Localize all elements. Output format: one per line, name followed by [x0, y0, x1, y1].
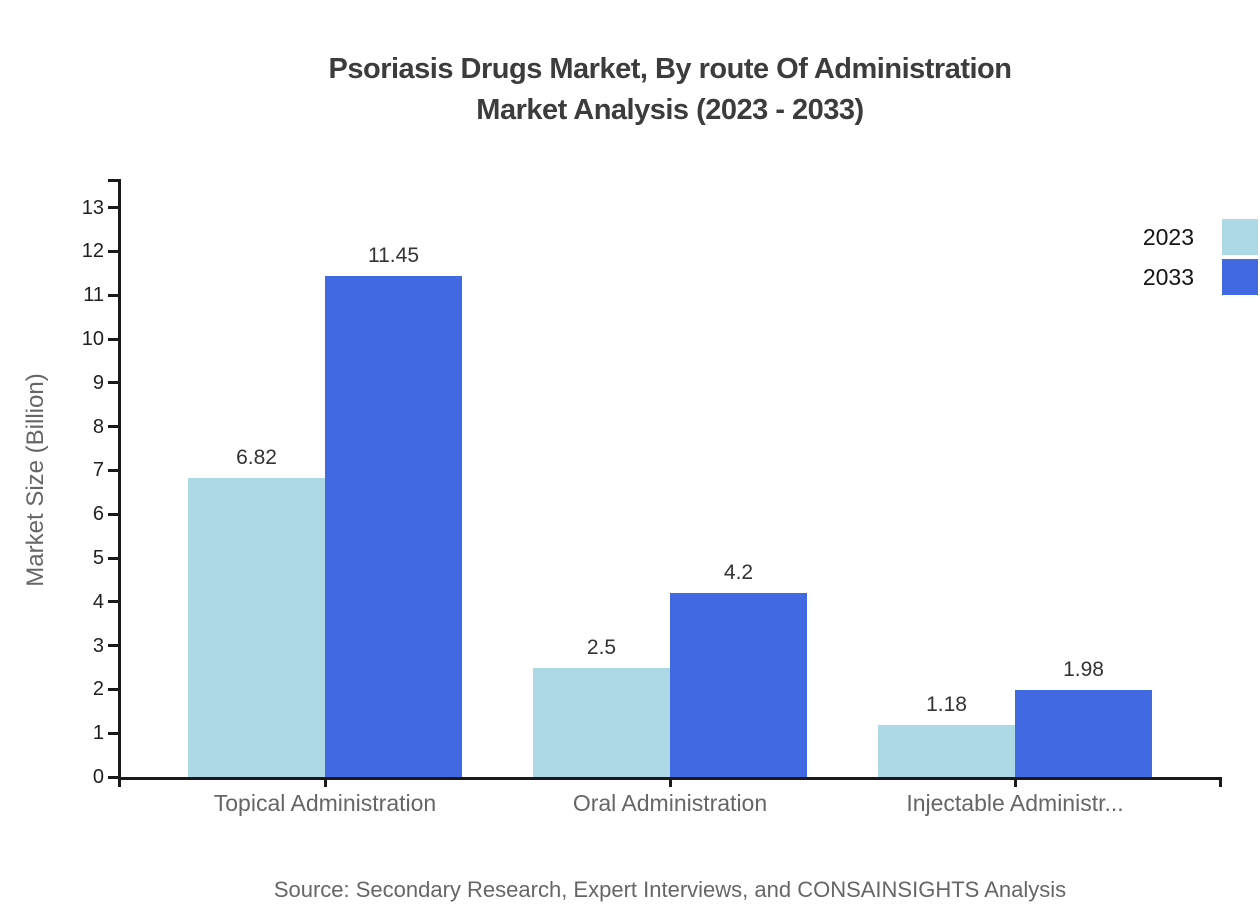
- y-axis-tick: [108, 556, 121, 560]
- legend-swatch: [1222, 219, 1258, 255]
- y-axis-tick-label: 11: [83, 284, 104, 307]
- y-axis-tick: [108, 687, 121, 691]
- legend-label: 2023: [1142, 223, 1194, 250]
- bar-value-label: 6.82: [236, 446, 277, 470]
- bar-series-2033: [1015, 690, 1152, 777]
- bar-value-label: 1.98: [1063, 658, 1104, 682]
- legend-item: 2033: [1143, 257, 1258, 297]
- legend-swatch: [1222, 259, 1258, 295]
- y-axis-tick-label: 5: [92, 547, 104, 570]
- y-axis-tick-label: 6: [92, 503, 104, 526]
- bar-series-2023: [878, 725, 1015, 777]
- chart-title-line2: Market Analysis (2023 - 2033): [476, 94, 864, 126]
- legend: 2023 2033: [1143, 217, 1258, 297]
- y-axis-tick: [108, 425, 121, 429]
- y-axis-tick-label: 7: [92, 459, 104, 482]
- y-axis-tick: [108, 468, 121, 472]
- source-note: Source: Secondary Research, Expert Inter…: [273, 877, 1067, 902]
- y-axis-tick: [108, 512, 121, 516]
- y-axis-tick-label: 9: [92, 371, 104, 394]
- y-axis-tick: [108, 206, 121, 210]
- y-axis-tick-label: 0: [92, 766, 104, 788]
- x-axis-category-label: Oral Administration: [572, 790, 768, 816]
- y-axis-tick-label: 3: [92, 634, 104, 657]
- x-axis-tick: [323, 777, 327, 787]
- y-axis-tick-label: 2: [92, 678, 104, 701]
- bar-value-label: 11.45: [368, 243, 419, 267]
- y-axis-tick-label: 12: [81, 240, 104, 263]
- x-axis-tick: [668, 777, 672, 787]
- y-axis-tick: [108, 775, 121, 779]
- y-axis-tick: [108, 249, 121, 253]
- bar-series-2033: [325, 275, 462, 777]
- y-axis-tick: [108, 293, 121, 297]
- y-axis-tick-label: 4: [92, 590, 104, 613]
- chart-title: Psoriasis Drugs Market, By route Of Admi…: [118, 49, 1222, 131]
- x-axis-category-label: Injectable Administr...: [906, 790, 1124, 816]
- bar-value-label: 4.2: [723, 561, 754, 585]
- y-axis-tick-label: 10: [81, 328, 104, 351]
- x-axis-category-label: Topical Administration: [213, 790, 437, 816]
- bar-series-2033: [670, 593, 807, 777]
- x-axis-tick: [1013, 777, 1017, 787]
- y-axis-tick: [108, 381, 121, 385]
- y-axis-tick-label: 1: [92, 722, 104, 745]
- y-axis-tick: [108, 644, 121, 648]
- legend-item: 2023: [1143, 217, 1258, 257]
- plot-area: 0 1 2 3 4 5 6 7 8 9 10 11 12 13 6.82 11.45 Topical Admin…: [82, 178, 1222, 816]
- x-axis-outer-tick: [118, 777, 121, 787]
- bar-series-2023: [533, 667, 670, 777]
- chart-title-line1: Psoriasis Drugs Market, By route Of Admi…: [328, 53, 1012, 85]
- y-axis-tick-label: 8: [92, 415, 104, 438]
- bar-series-2023: [188, 478, 325, 777]
- y-axis-tick: [108, 731, 121, 735]
- y-axis-tick: [108, 600, 121, 604]
- y-axis-outer-tick: [108, 178, 121, 182]
- x-axis-outer-tick: [1219, 777, 1222, 787]
- bar-value-label: 1.18: [926, 693, 967, 717]
- y-axis-tick: [108, 337, 121, 341]
- y-axis-tick-label: 13: [81, 196, 104, 219]
- legend-label: 2033: [1142, 263, 1194, 290]
- bar-value-label: 2.5: [586, 635, 617, 659]
- y-axis-title: Market Size (Billion): [22, 373, 49, 587]
